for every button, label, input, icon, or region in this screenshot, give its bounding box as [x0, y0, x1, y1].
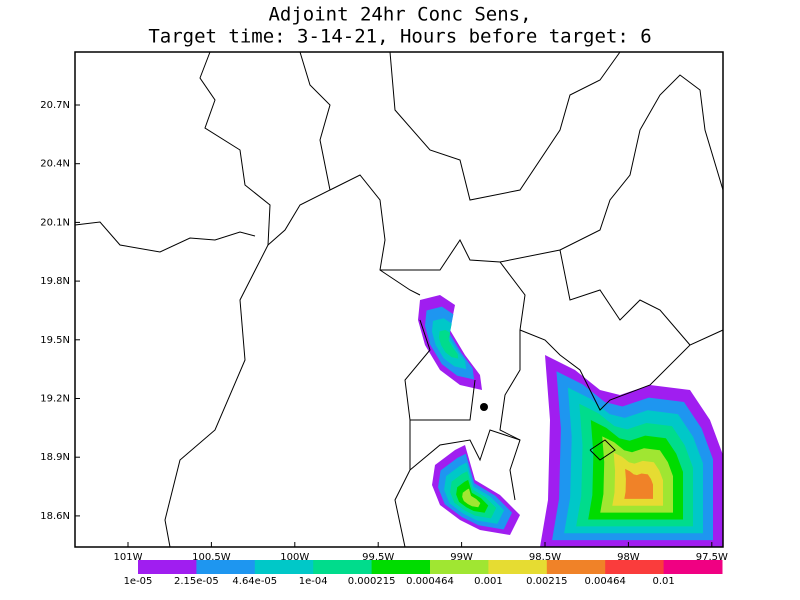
- lon-label: 100.5W: [192, 552, 231, 563]
- colorbar: 1e-05 2.15e-05 4.64e-05 1e-04 0.000215 0.0004…: [124, 560, 723, 587]
- contour-level: [624, 468, 653, 499]
- colorbar-swatch: [430, 560, 489, 574]
- colorbar-label: 0.001: [474, 576, 503, 587]
- lat-label: 18.6N: [40, 511, 70, 522]
- colorbar-swatch: [313, 560, 373, 574]
- lat-label: 18.9N: [40, 452, 70, 463]
- colorbar-label: 1e-05: [124, 576, 153, 587]
- colorbar-swatch: [546, 560, 606, 574]
- lon-label: 98W: [617, 552, 640, 563]
- border: [329, 174, 421, 296]
- contour-level: [456, 479, 489, 513]
- title-line: Adjoint 24hr Conc Sens,: [268, 4, 531, 26]
- colorbar-swatch: [196, 560, 256, 574]
- lat-label: 19.2N: [40, 394, 70, 405]
- border: [389, 51, 621, 201]
- colorbar-swatch: [138, 560, 197, 574]
- lon-label: 100W: [280, 552, 309, 563]
- colorbar-swatch: [371, 560, 431, 574]
- border: [74, 221, 256, 253]
- colorbar-swatch: [254, 560, 314, 574]
- border: [404, 319, 476, 421]
- border: [267, 51, 331, 246]
- lat-label: 20.7N: [40, 100, 70, 111]
- colorbar-label: 0.000215: [348, 576, 396, 587]
- lon-label: 101W: [114, 552, 143, 563]
- title-line: Target time: 3-14-21, Hours before targe…: [148, 26, 651, 48]
- admin-borders: [74, 51, 724, 548]
- contour-level: [438, 329, 459, 359]
- lon-label: 97.5W: [696, 552, 728, 563]
- border: [589, 439, 616, 461]
- lon-label: 99.5W: [362, 552, 394, 563]
- border: [409, 429, 521, 471]
- lon-label: 99W: [450, 552, 473, 563]
- axis-ticks: 20.7N 20.4N 20.1N 19.8N 19.5N 19.2N 18.9N 18.6N…: [40, 100, 728, 563]
- border: [394, 420, 411, 548]
- border: [164, 51, 271, 548]
- colorbar-label: 0.00464: [585, 576, 626, 587]
- border: [559, 249, 691, 346]
- border: [519, 329, 724, 411]
- sensitivity-field: [418, 295, 723, 547]
- contour-level: [462, 488, 481, 508]
- lon-label: 98.5W: [529, 552, 561, 563]
- colorbar-swatch: [605, 560, 665, 574]
- colorbar-label: 2.15e-05: [174, 576, 219, 587]
- target-marker: [480, 403, 488, 411]
- colorbar-label: 4.64e-05: [232, 576, 277, 587]
- border: [499, 74, 724, 263]
- lat-label: 20.4N: [40, 159, 70, 170]
- colorbar-label: 0.01: [652, 576, 674, 587]
- lat-label: 19.8N: [40, 276, 70, 287]
- colorbar-swatch: [488, 560, 548, 574]
- colorbar-label: 0.00215: [526, 576, 567, 587]
- colorbar-label: 0.000464: [406, 576, 454, 587]
- plot-frame: [74, 51, 724, 548]
- lat-label: 20.1N: [40, 217, 70, 228]
- lat-label: 19.5N: [40, 335, 70, 346]
- colorbar-label: 1e-04: [299, 576, 328, 587]
- colorbar-swatch: [663, 560, 723, 574]
